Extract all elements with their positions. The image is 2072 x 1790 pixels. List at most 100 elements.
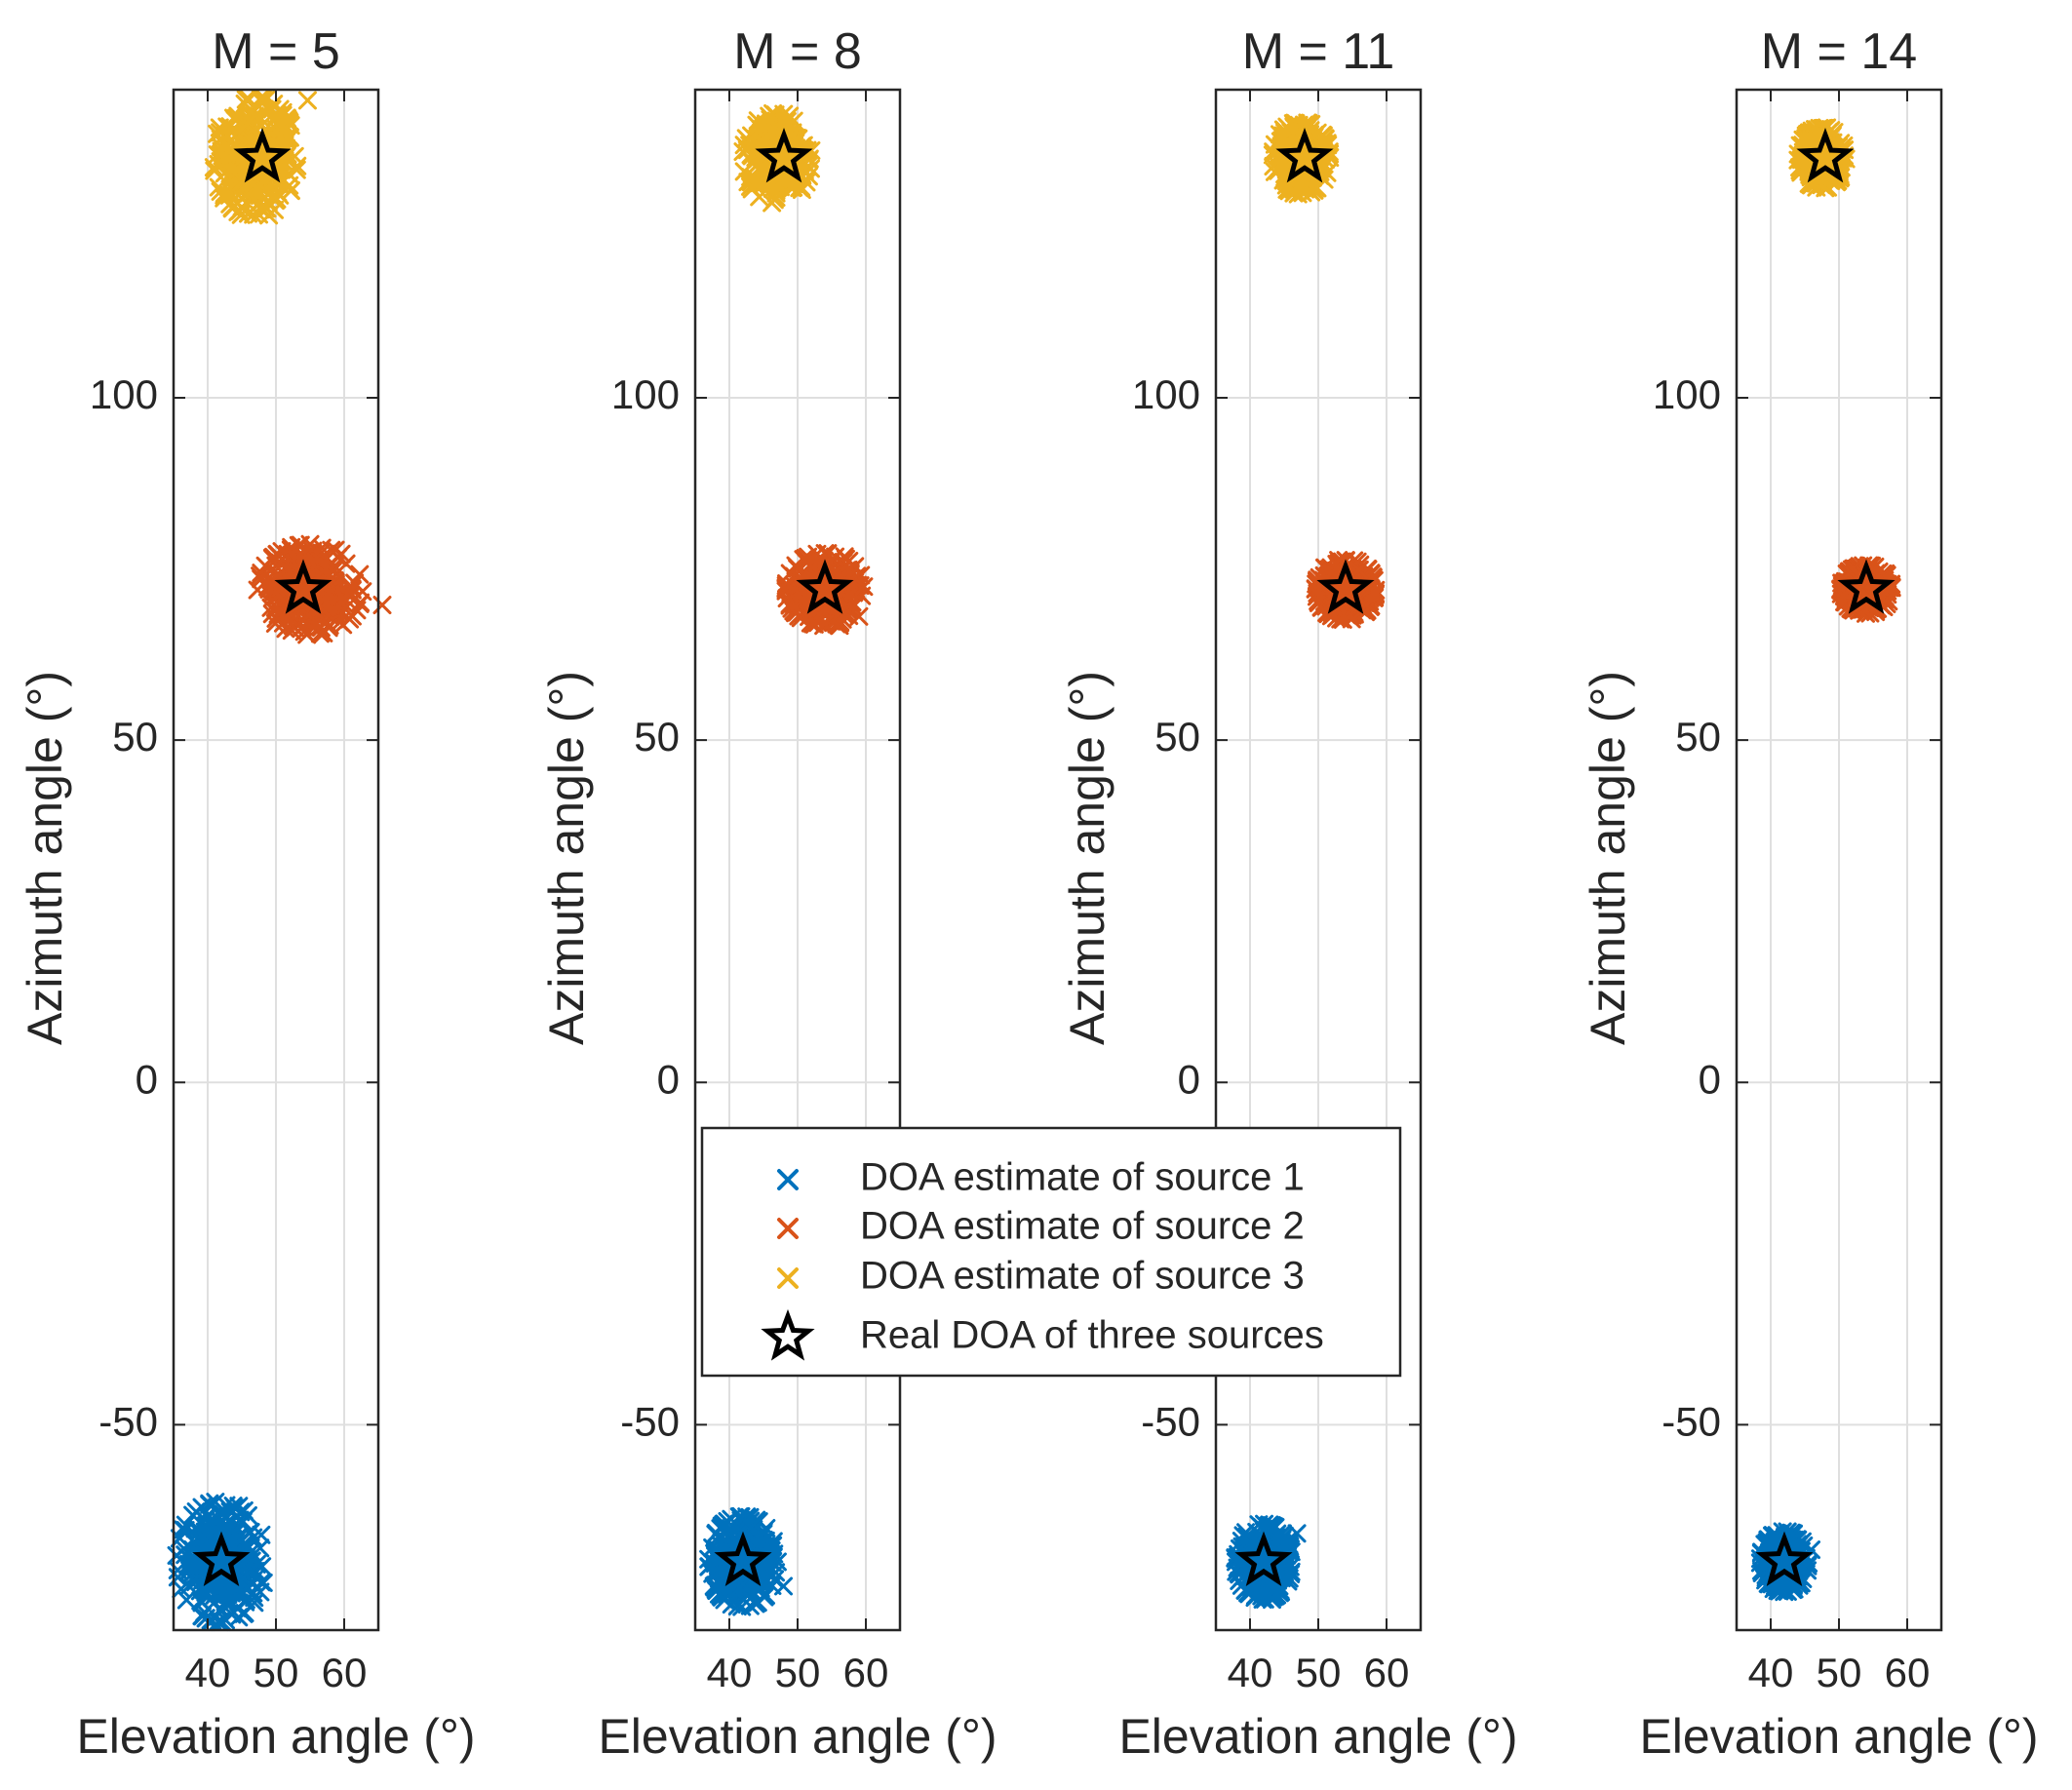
real-doa-star-3: [755, 128, 813, 183]
x-axis-title: Elevation angle (°): [76, 1709, 475, 1764]
estimate-point: [1364, 588, 1384, 607]
y-tick-label: 100: [1132, 371, 1200, 417]
x-tick-label: 50: [1296, 1650, 1342, 1695]
y-tick-label: -50: [98, 1398, 158, 1444]
y-tick-label: 100: [611, 371, 680, 417]
legend-box: [700, 1126, 1402, 1378]
legend-marker-source1: [777, 1169, 799, 1190]
estimate-point: [843, 597, 863, 616]
legend-entry-real: Real DOA of three sources: [761, 1308, 1324, 1361]
y-tick-label: 0: [657, 1056, 680, 1102]
estimate-point: [176, 1515, 195, 1535]
y-axis-title: Azimuth angle (°): [1060, 671, 1114, 1045]
estimate-point: [752, 158, 771, 177]
estimate-point: [1259, 1516, 1278, 1536]
estimate-point: [267, 544, 287, 564]
estimate-point: [715, 1514, 734, 1534]
estimate-point: [235, 94, 254, 113]
estimate-point: [266, 597, 286, 616]
y-tick-label: 50: [1154, 714, 1200, 759]
real-doa-star-3: [233, 128, 292, 183]
estimate-point: [755, 128, 774, 147]
y-tick-label: 0: [1178, 1056, 1200, 1102]
estimate-point: [336, 554, 356, 573]
estimate-point: [213, 1613, 232, 1632]
estimate-point: [1340, 604, 1359, 624]
estimate-point: [1254, 1554, 1273, 1574]
x-tick-label: 40: [185, 1650, 231, 1695]
real-doa-star-2: [796, 559, 854, 614]
estimate-point: [280, 128, 299, 147]
estimate-point: [261, 598, 281, 617]
y-tick-label: 50: [112, 714, 158, 759]
panels: 40 50 60 -50 0 50 100 M = 5 Elevation angle (°) A…: [18, 23, 2038, 1764]
legend-marker-source2: [777, 1218, 799, 1239]
estimate-point: [1770, 1581, 1789, 1601]
estimate-point: [766, 188, 786, 208]
estimate-point: [176, 1521, 195, 1540]
real-doa-star-1: [1234, 1531, 1293, 1586]
y-axis-title: Azimuth angle (°): [18, 671, 72, 1045]
estimate-point: [763, 1532, 783, 1551]
estimate-point: [776, 574, 796, 594]
estimate-point: [1349, 561, 1369, 580]
estimate-point: [1308, 123, 1327, 142]
estimate-point: [1281, 1562, 1301, 1581]
estimate-point: [1246, 1586, 1266, 1606]
estimate-point: [252, 200, 271, 219]
real-doa-star-2: [1837, 559, 1896, 614]
estimate-point: [733, 142, 753, 162]
real-doa-star-2: [274, 559, 332, 614]
panel-3: 40 50 60 -50 0 50 100 M = 11 Elevation angle (°)…: [1060, 23, 1517, 1764]
estimate-point: [262, 99, 282, 119]
x-tick-label: 40: [1228, 1650, 1273, 1695]
panel-4: 40 50 60 -50 0 50 100 M = 14 Elevation angle (°)…: [1581, 23, 2038, 1764]
estimate-point: [727, 1597, 747, 1616]
legend-entry-source3: DOA estimate of source 3: [777, 1255, 1305, 1298]
estimate-point: [729, 1577, 749, 1597]
x-tick-label: 50: [1817, 1650, 1862, 1695]
panel-title: M = 8: [733, 23, 862, 80]
y-tick-label: 50: [1675, 714, 1721, 759]
estimate-point: [204, 158, 223, 177]
y-axis-title: Azimuth angle (°): [539, 671, 594, 1045]
estimate-point: [854, 577, 874, 597]
real-doa-star-3: [1275, 128, 1334, 183]
source-1-estimates: [699, 1507, 794, 1616]
estimate-point: [253, 1557, 272, 1576]
real-doa-star-1: [1755, 1531, 1814, 1586]
y-tick-label: 0: [1699, 1056, 1721, 1102]
estimate-point: [281, 180, 300, 200]
y-tick-label: 100: [1653, 371, 1721, 417]
estimate-point: [277, 108, 296, 128]
estimate-point: [256, 90, 276, 109]
estimate-point: [1272, 131, 1292, 150]
panel-title: M = 5: [212, 23, 340, 80]
x-tick-label: 40: [1748, 1650, 1794, 1695]
y-tick-label: -50: [1141, 1398, 1200, 1444]
estimate-point: [1323, 605, 1343, 625]
estimate-point: [285, 618, 304, 638]
legend-cross: [777, 1169, 799, 1190]
estimate-point: [206, 1519, 225, 1538]
estimate-point: [228, 161, 248, 180]
estimate-point: [372, 596, 392, 615]
legend-label-source1: DOA estimate of source 1: [860, 1156, 1305, 1199]
legend-entry-source1: DOA estimate of source 1: [777, 1156, 1305, 1199]
source-3-estimates: [1263, 113, 1340, 204]
estimate-point: [1233, 1526, 1253, 1545]
legend-cross: [777, 1218, 799, 1239]
estimate-point: [252, 183, 271, 203]
x-axis-title: Elevation angle (°): [1639, 1709, 2038, 1764]
estimate-point: [319, 618, 338, 638]
estimate-point: [244, 205, 263, 224]
x-tick-label: 60: [1364, 1650, 1410, 1695]
estimate-point: [740, 1511, 760, 1531]
estimate-point: [237, 115, 256, 135]
estimate-point: [1307, 571, 1326, 591]
x-tick-label: 50: [254, 1650, 299, 1695]
x-tick-label: 50: [775, 1650, 821, 1695]
x-tick-label: 60: [1885, 1650, 1931, 1695]
y-tick-label: -50: [1662, 1398, 1721, 1444]
